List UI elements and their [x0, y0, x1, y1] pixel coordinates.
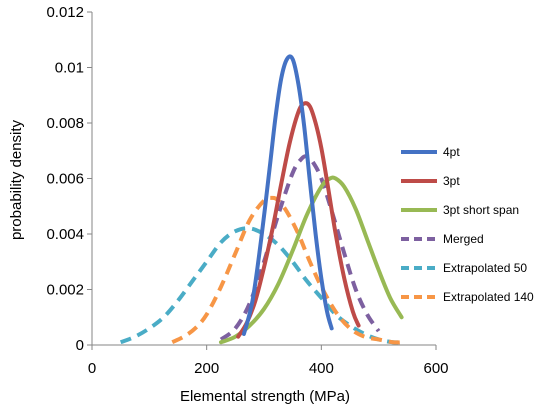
x-tick-label: 200 — [194, 360, 219, 377]
legend-label: 3pt short span — [443, 203, 519, 217]
legend-label: 3pt — [443, 174, 460, 188]
legend-label: Extrapolated 140 — [443, 290, 534, 304]
legend-label: Merged — [443, 232, 484, 246]
axes-layer: 0 0.002 0.004 0.006 0.008 0.01 0.012 0 200 400 600 — [46, 4, 448, 377]
y-tick-label: 0.01 — [55, 60, 84, 77]
y-tick-label: 0.002 — [46, 282, 84, 299]
legend: 4pt 3pt 3pt short span Merged Extrapolated 5… — [401, 145, 534, 304]
x-axis-title: Elemental strength (MPa) — [180, 388, 350, 405]
y-tick-label: 0.008 — [46, 115, 84, 132]
y-tick-label: 0.012 — [46, 4, 84, 21]
legend-label: 4pt — [443, 145, 460, 159]
x-tick-label: 600 — [423, 360, 448, 377]
series-line-extrapolated-50 — [119, 226, 402, 345]
y-axis-title: probability density — [8, 119, 25, 240]
y-tick-label: 0.006 — [46, 171, 84, 188]
y-tick-label: 0 — [76, 337, 84, 354]
legend-label: Extrapolated 50 — [443, 261, 527, 275]
series-line-4pt — [241, 54, 334, 336]
series-line-3pt — [236, 101, 361, 339]
series-line-extrapolated-140 — [171, 195, 402, 345]
y-tick-label: 0.004 — [46, 226, 84, 243]
x-tick-label: 0 — [88, 360, 96, 377]
series-layer — [119, 54, 404, 345]
x-tick-label: 400 — [309, 360, 334, 377]
